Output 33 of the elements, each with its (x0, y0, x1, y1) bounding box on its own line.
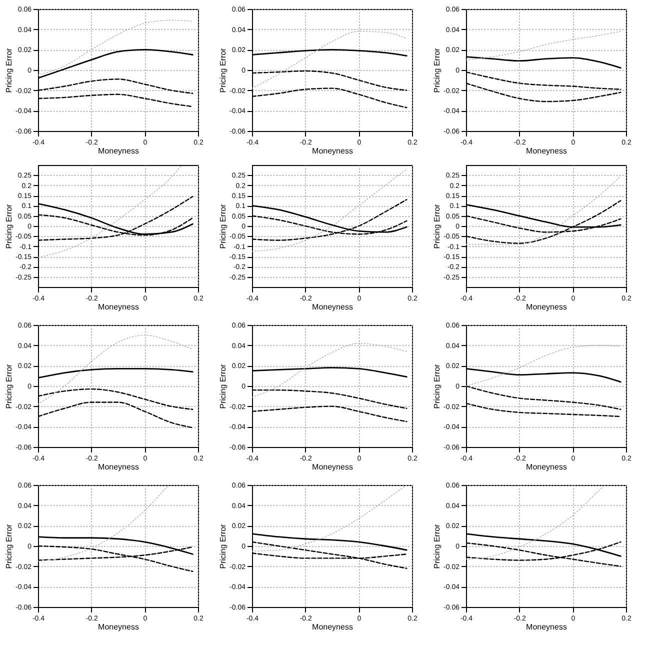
y-axis-title: Pricing Error (4, 204, 14, 249)
line-series (252, 30, 408, 89)
line-series (38, 165, 182, 258)
line-series (252, 342, 408, 398)
y-axis-title: Pricing Error (218, 364, 228, 409)
y-axis-title: Pricing Error (432, 48, 442, 93)
x-axis-title: Moneyness (312, 146, 353, 156)
line-series (38, 20, 194, 76)
y-axis-title: Pricing Error (432, 204, 442, 249)
line-series (38, 334, 194, 405)
x-axis-title: Moneyness (526, 462, 567, 472)
y-axis-title: Pricing Error (4, 364, 14, 409)
x-axis-title: Moneyness (98, 622, 139, 632)
x-axis-title: Moneyness (526, 146, 567, 156)
line-series (252, 485, 408, 552)
y-axis-title: Pricing Error (432, 524, 442, 569)
y-axis-title: Pricing Error (4, 48, 14, 93)
y-axis-title: Pricing Error (432, 364, 442, 409)
x-axis-title: Moneyness (312, 462, 353, 472)
x-axis-title: Moneyness (526, 622, 567, 632)
y-axis-title: Pricing Error (4, 524, 14, 569)
x-axis-title: Moneyness (526, 302, 567, 312)
x-axis-title: Moneyness (312, 622, 353, 632)
x-axis-title: Moneyness (98, 302, 139, 312)
y-axis-title: Pricing Error (218, 48, 228, 93)
x-axis-title: Moneyness (312, 302, 353, 312)
x-axis-title: Moneyness (98, 146, 139, 156)
line-series (38, 485, 170, 562)
line-series (466, 485, 606, 560)
y-axis-title: Pricing Error (218, 524, 228, 569)
x-axis-title: Moneyness (98, 462, 139, 472)
line-series (466, 30, 622, 60)
y-axis-title: Pricing Error (218, 204, 228, 249)
